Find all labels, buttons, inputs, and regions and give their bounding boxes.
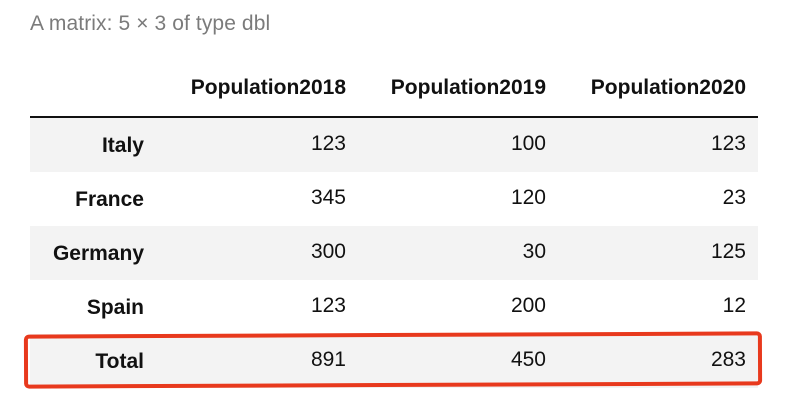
table-cell: 30 [522,240,546,263]
row-label: Italy [101,134,144,157]
column-header-population2018: Population2018 [190,76,346,99]
table-row-spain: Spain 123 200 12 [30,280,758,334]
table-cell: 125 [710,240,746,263]
table-cell: 23 [722,186,746,209]
table-cell: 123 [310,132,346,155]
table-row-france: France 345 120 23 [30,172,758,226]
table-header-row: Population2018 Population2019 Population… [30,70,758,118]
table-cell: 123 [310,294,346,317]
column-header-population2019: Population2019 [390,76,546,99]
table-cell: 345 [310,186,346,209]
matrix-caption: A matrix: 5 × 3 of type dbl [30,12,271,35]
row-label: Total [95,350,144,373]
table-cell: 891 [310,348,346,371]
table-cell: 12 [722,294,746,317]
table-cell: 120 [510,186,546,209]
table-cell: 200 [510,294,546,317]
row-label: Spain [86,296,144,319]
table-cell: 300 [310,240,346,263]
table-row-germany: Germany 300 30 125 [30,226,758,280]
row-label: France [75,188,144,211]
table-row-italy: Italy 123 100 123 [30,118,758,172]
row-label: Germany [52,242,144,265]
table-body: Italy 123 100 123 France 345 120 23 Germ… [30,118,758,388]
column-header-population2020: Population2020 [590,76,746,99]
table-cell: 450 [510,348,546,371]
matrix-table: Population2018 Population2019 Population… [30,70,758,388]
table-row-total: Total 891 450 283 [30,334,758,388]
table-cell: 100 [510,132,546,155]
table-cell: 123 [710,132,746,155]
table-cell: 283 [710,348,746,371]
